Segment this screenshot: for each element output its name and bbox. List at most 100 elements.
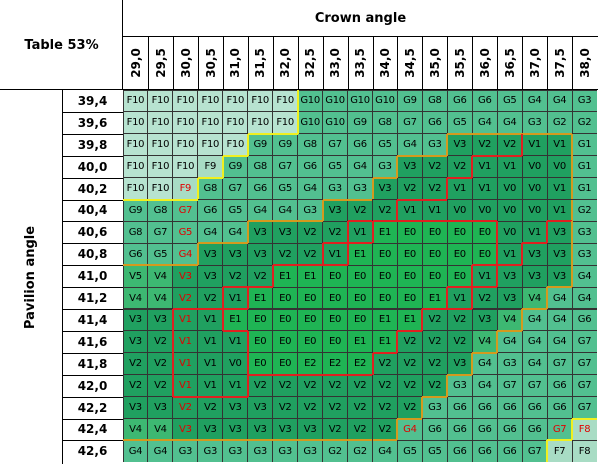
grade-cell: V2 [373,353,397,375]
grade-cell: V2 [298,375,323,397]
crown-angle-label: 30,0 [178,48,193,78]
grade-cell: V1 [173,331,198,353]
grade-cell: G5 [447,112,472,134]
grade-cell: E0 [323,331,348,353]
pavilion-angle-label: 39,8 [77,137,108,152]
grade-cell: G8 [248,156,273,178]
grade-cell: V3 [173,419,198,440]
grade-cell: V2 [497,134,522,156]
grade-cell: V3 [248,419,273,440]
grade-cell: G4 [572,287,597,309]
grade-cell: G6 [547,397,572,418]
grade-cell: V2 [323,375,348,397]
grade-cell: G7 [547,419,572,440]
grade-cell: E0 [323,265,348,287]
grade-cell: G4 [522,309,547,331]
grade-cell: V2 [298,397,323,418]
grade-cell: G7 [547,353,572,375]
grade-cell: G6 [497,440,522,462]
grade-cell: E0 [273,309,298,331]
grade-cell: V2 [373,200,397,221]
grade-cell: G9 [397,90,422,112]
grade-cell: V3 [198,243,223,265]
grade-cell: G3 [223,440,248,462]
grade-cell: E0 [273,353,298,375]
grade-cell: G5 [422,440,447,462]
grade-cell: F10 [148,112,173,134]
grade-cell: V2 [148,375,173,397]
grade-cell: G6 [497,419,522,440]
crown-angle-label: 33,5 [353,48,368,78]
pavilion-angle-label: 42,4 [77,422,108,437]
crown-angle-label: 36,0 [477,48,492,78]
grade-cell: F7 [547,440,572,462]
grade-cell: G7 [497,375,522,397]
grade-cell: V2 [447,331,472,353]
grade-cell: F10 [223,90,248,112]
grade-cell: V2 [422,353,447,375]
grade-cell: V2 [422,375,447,397]
grade-cell: F10 [198,112,223,134]
grade-cell: V1 [547,200,572,221]
grade-cell: G7 [173,200,198,221]
grade-cell: V3 [522,265,547,287]
grade-cell: V2 [397,178,422,199]
grade-cell: E0 [348,309,372,331]
grade-cell: V1 [323,243,348,265]
grade-cell: G8 [123,221,148,243]
grade-cell: V1 [223,331,248,353]
pavilion-angle-label: 40,0 [77,159,108,174]
grade-cell: V2 [173,287,198,309]
grade-cell: V3 [173,265,198,287]
crown-angle-label: 29,0 [128,48,143,78]
grade-cell: E0 [298,331,323,353]
grade-cell: V0 [497,221,522,243]
pavilion-angle-label: 42,0 [77,378,108,393]
grade-cell: G6 [298,156,323,178]
grade-cell: V1 [522,221,547,243]
grade-cell: G10 [348,90,372,112]
grade-cell: E0 [422,243,447,265]
grade-cell: G4 [148,440,173,462]
grade-cell: G4 [397,419,422,440]
grade-cell: E1 [273,265,298,287]
pavilion-angle-label: 41,2 [77,291,108,306]
grade-cell: V1 [422,200,447,221]
grade-cell: V1 [547,134,572,156]
grade-cell: G3 [198,440,223,462]
grade-cell: V3 [148,309,173,331]
grade-cell: E2 [298,353,323,375]
grade-cell: G3 [497,353,522,375]
grade-cell: E0 [298,287,323,309]
grade-cell: V2 [472,134,497,156]
grade-cell: V2 [148,353,173,375]
grade-cell: G4 [497,112,522,134]
crown-angle-label: 31,5 [253,48,268,78]
grade-cell: V1 [447,287,472,309]
grade-cell: V3 [497,287,522,309]
pavilion-angle-title: Pavilion angle [23,225,39,329]
pavilion-angle-label: 40,4 [77,203,108,218]
grade-cell: E0 [298,309,323,331]
grade-cell: G10 [323,112,348,134]
grade-cell: G6 [447,397,472,418]
grade-cell: F10 [248,112,273,134]
grade-cell: V1 [472,156,497,178]
crown-angle-label: 29,5 [153,48,168,78]
grade-cell: G6 [522,397,547,418]
grade-cell: G4 [273,200,298,221]
grade-cell: E2 [348,353,372,375]
grade-cell: G4 [123,440,148,462]
grade-cell: G6 [547,375,572,397]
grade-cell: E0 [422,221,447,243]
grade-cell: G4 [373,440,397,462]
grade-cell: V3 [447,353,472,375]
grade-cell: G6 [422,112,447,134]
grade-cell: G7 [572,397,597,418]
grade-cell: V2 [422,156,447,178]
grade-cell: V2 [273,397,298,418]
grade-cell: E0 [373,243,397,265]
grade-cell: E1 [373,309,397,331]
pavilion-angle-label: 40,2 [77,181,108,196]
grade-cell: V1 [547,178,572,199]
